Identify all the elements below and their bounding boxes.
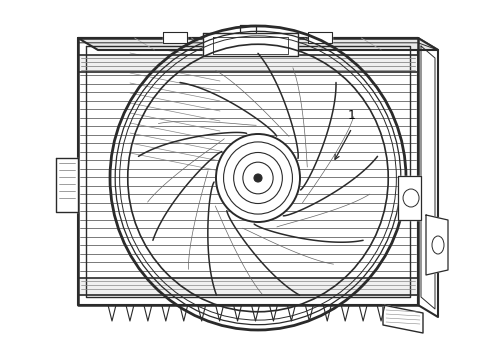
Polygon shape [398,176,421,220]
Text: 1: 1 [348,109,356,122]
Polygon shape [78,38,438,50]
Ellipse shape [243,162,273,194]
Polygon shape [418,38,438,317]
Ellipse shape [234,153,282,203]
Polygon shape [203,33,298,56]
Polygon shape [383,305,423,333]
Polygon shape [163,32,187,43]
Ellipse shape [432,236,444,254]
Polygon shape [308,32,332,43]
Ellipse shape [216,134,300,222]
Ellipse shape [403,189,419,207]
Ellipse shape [223,142,293,214]
Polygon shape [78,38,418,305]
Polygon shape [240,25,256,33]
Polygon shape [426,215,448,275]
Ellipse shape [254,174,262,182]
Polygon shape [56,158,78,212]
Polygon shape [78,278,418,295]
Polygon shape [78,55,418,72]
